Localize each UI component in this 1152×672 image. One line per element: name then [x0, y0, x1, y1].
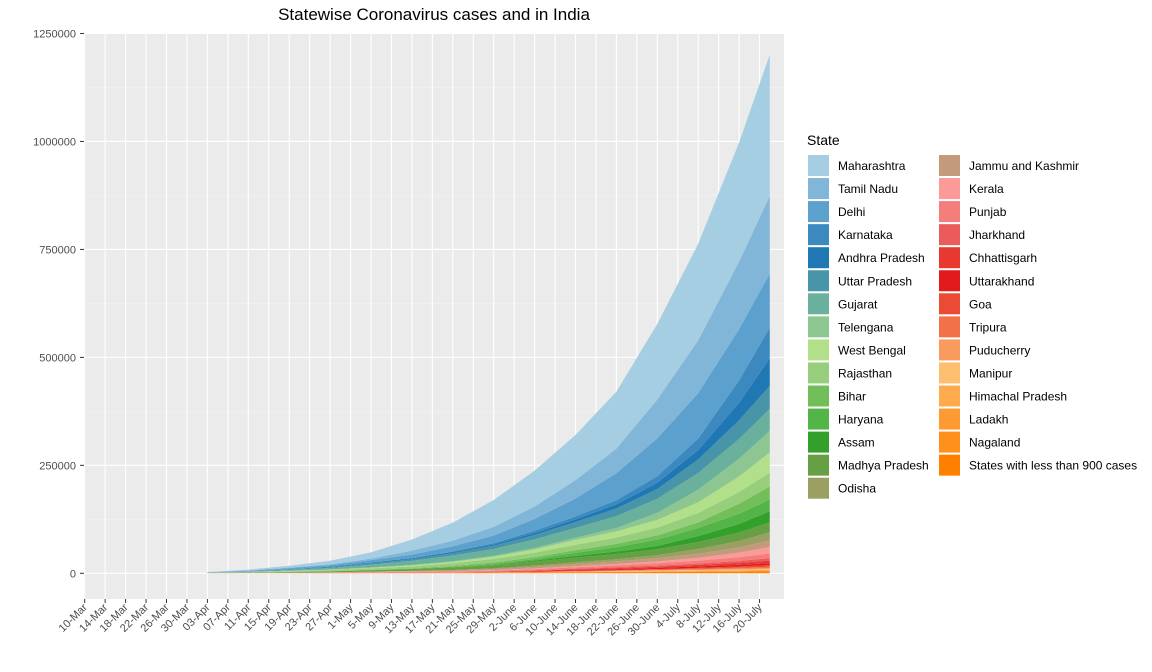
- chart-title: Statewise Coronavirus cases and in India: [278, 5, 590, 24]
- legend-label: Madhya Pradesh: [838, 459, 929, 473]
- legend-swatch: [808, 454, 829, 476]
- legend-swatch: [939, 316, 960, 338]
- x-axis: 10-Mar14-Mar18-Mar22-Mar26-Mar30-Mar03-A…: [57, 599, 765, 638]
- legend-label: Haryana: [838, 413, 884, 427]
- legend-swatch: [808, 316, 829, 338]
- legend-label: Himachal Pradesh: [969, 390, 1067, 404]
- area-series-9: [207, 560, 770, 574]
- legend-label: Gujarat: [838, 297, 878, 311]
- legend-label: Delhi: [838, 205, 865, 219]
- legend-label: Goa: [969, 297, 992, 311]
- legend-label: Uttarakhand: [969, 274, 1034, 288]
- legend-label: Andhra Pradesh: [838, 251, 925, 265]
- legend-label: States with less than 900 cases: [969, 459, 1137, 473]
- area-series-8: [207, 563, 770, 574]
- legend-swatch: [939, 339, 960, 361]
- legend-label: Maharashtra: [838, 159, 906, 173]
- area-series-3: [207, 569, 770, 574]
- legend-swatch: [939, 201, 960, 223]
- legend-swatch: [939, 293, 960, 315]
- legend-swatch: [808, 270, 829, 292]
- area-series-10: [207, 558, 770, 574]
- legend-swatch: [939, 385, 960, 407]
- y-tick-label: 750000: [39, 244, 76, 256]
- legend-label: Chhattisgarh: [969, 251, 1037, 265]
- legend-label: West Bengal: [838, 343, 906, 357]
- legend-label: Manipur: [969, 366, 1012, 380]
- legend-swatch: [808, 224, 829, 246]
- area-series-7: [207, 565, 770, 574]
- stacked-areas: [207, 54, 770, 574]
- legend-label: Jharkhand: [969, 228, 1025, 242]
- legend: Maharashtra Tamil Nadu Delhi Karnataka Andhr…: [808, 155, 1137, 499]
- area-series-0: [207, 571, 770, 574]
- legend-label: Kerala: [969, 182, 1004, 196]
- legend-title: State: [807, 132, 840, 148]
- legend-swatch: [939, 431, 960, 453]
- legend-label: Tripura: [969, 320, 1007, 334]
- y-tick-label: 1250000: [33, 29, 76, 41]
- legend-label: Nagaland: [969, 436, 1020, 450]
- legend-swatch: [939, 224, 960, 246]
- legend-label: Punjab: [969, 205, 1007, 219]
- legend-label: Assam: [838, 436, 875, 450]
- legend-label: Uttar Pradesh: [838, 274, 912, 288]
- y-axis: 0 250000 500000 750000 1000000 1250000: [33, 29, 84, 580]
- legend-swatch: [808, 201, 829, 223]
- legend-swatch: [939, 454, 960, 476]
- y-tick-label: 250000: [39, 460, 76, 472]
- y-tick-label: 500000: [39, 352, 76, 364]
- legend-label: Karnataka: [838, 228, 893, 242]
- legend-swatch: [939, 362, 960, 384]
- legend-swatch: [939, 155, 960, 176]
- legend-swatch: [808, 408, 829, 430]
- legend-swatch: [808, 339, 829, 361]
- legend-swatch: [939, 247, 960, 269]
- legend-swatch: [808, 431, 829, 453]
- legend-label: Odisha: [838, 482, 876, 496]
- y-tick-label: 1000000: [33, 136, 76, 148]
- legend-swatch: [808, 293, 829, 315]
- legend-label: Jammu and Kashmir: [969, 159, 1079, 173]
- legend-swatch: [808, 477, 829, 499]
- legend-swatch: [939, 270, 960, 292]
- area-series-6: [207, 566, 770, 574]
- area-series-11: [207, 553, 770, 574]
- y-tick-label: 0: [70, 568, 76, 580]
- legend-swatch: [939, 178, 960, 200]
- legend-swatch: [808, 247, 829, 269]
- legend-swatch: [939, 408, 960, 430]
- legend-label: Telengana: [838, 320, 894, 334]
- legend-swatch: [808, 385, 829, 407]
- legend-swatch: [808, 155, 829, 176]
- legend-label: Rajasthan: [838, 366, 892, 380]
- legend-swatch: [808, 362, 829, 384]
- legend-label: Puducherry: [969, 343, 1030, 357]
- legend-label: Ladakh: [969, 413, 1008, 427]
- legend-label: Bihar: [838, 390, 866, 404]
- legend-swatch: [808, 178, 829, 200]
- legend-label: Tamil Nadu: [838, 182, 898, 196]
